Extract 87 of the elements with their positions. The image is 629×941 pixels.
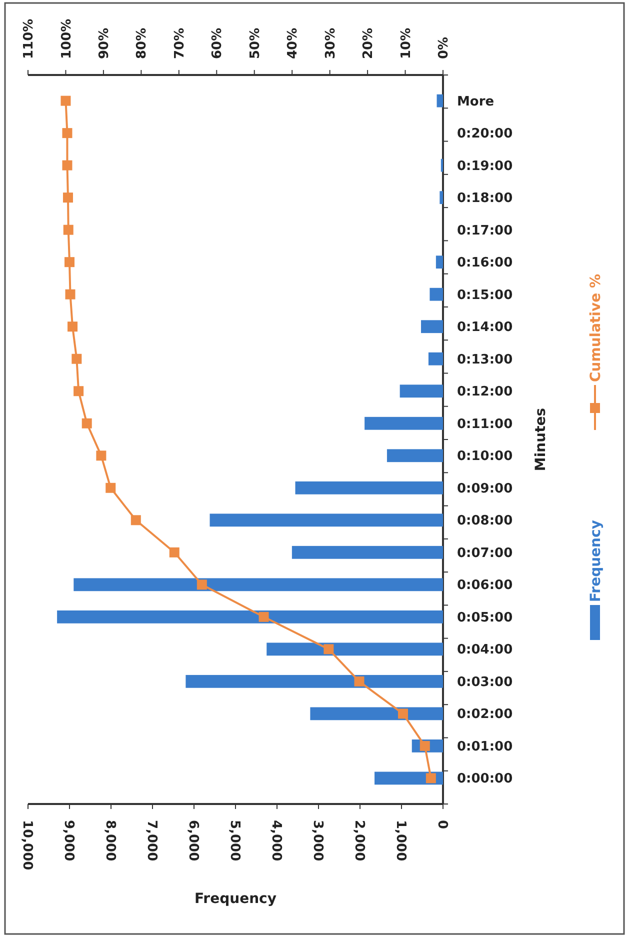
y-tick-label: 0:09:00	[457, 481, 513, 496]
x-tick-label: 0	[434, 820, 450, 830]
x2-tick-label: 50%	[248, 28, 263, 59]
y-tick-label: 0:07:00	[457, 546, 513, 561]
y-tick-label: 0:11:00	[457, 416, 513, 432]
y-tick-label: 0:18:00	[457, 191, 513, 206]
y-tick-label: 0:00:00	[457, 772, 513, 787]
point	[74, 386, 84, 396]
bar	[292, 546, 443, 559]
y-tick-label: 0:20:00	[457, 126, 513, 142]
point	[65, 289, 76, 300]
x2-tick-label: 30%	[323, 28, 338, 59]
point	[62, 128, 72, 138]
bar	[295, 481, 443, 494]
y-tick-label: 0:14:00	[457, 320, 513, 336]
bar	[186, 674, 443, 688]
x-tick-label: 1,000	[392, 820, 408, 862]
y-axis-title: Minutes	[532, 408, 549, 472]
bar	[210, 514, 443, 527]
bar	[57, 610, 443, 624]
x2-tick-label: 100%	[59, 18, 74, 59]
point	[62, 192, 73, 203]
point	[63, 224, 74, 235]
bar	[428, 352, 443, 366]
point	[62, 160, 72, 170]
point	[64, 257, 74, 268]
y-tick-label: 0:13:00	[457, 352, 513, 368]
x2-tick-label: 10%	[398, 28, 414, 59]
point	[60, 96, 71, 106]
point	[354, 676, 364, 686]
bar	[440, 191, 443, 204]
point	[82, 418, 92, 428]
point	[398, 708, 408, 719]
y-tick-label: 0:02:00	[457, 707, 513, 722]
text: Cumulative %	[588, 274, 604, 382]
point	[106, 482, 116, 493]
y-tick-label: 0:19:00	[457, 158, 513, 174]
x2-tick-label: 80%	[134, 28, 150, 59]
x-tick-label: 9,000	[60, 820, 76, 862]
x2-tick-label: 20%	[361, 28, 376, 59]
point	[169, 547, 180, 558]
y-tick-label: 0:01:00	[457, 739, 513, 754]
y-tick-label: 0:08:00	[457, 514, 513, 529]
bar	[364, 416, 443, 430]
bar	[436, 94, 443, 108]
y-tick-label: 0:06:00	[457, 578, 513, 594]
y-tick-label: 0:12:00	[457, 384, 513, 400]
y-tick-label: More	[457, 94, 494, 110]
x-axis-title: Frequency	[194, 891, 276, 907]
x-tick-label: 7,000	[144, 820, 159, 862]
y-tick-label: 0:17:00	[457, 223, 513, 238]
y-tick-label: 0:10:00	[457, 449, 513, 464]
bar	[74, 578, 443, 592]
x2-tick-label: 60%	[210, 28, 226, 59]
bar	[436, 256, 443, 269]
x2-tick-label: 110%	[22, 18, 37, 59]
x-tick-label: 8,000	[102, 820, 118, 862]
y-tick-label: 0:03:00	[457, 674, 513, 690]
point	[258, 612, 269, 622]
bar	[430, 288, 443, 301]
x-tick-label: 10,000	[19, 820, 34, 870]
point	[96, 450, 106, 461]
bar	[310, 707, 443, 720]
x-tick-label: 3,000	[310, 820, 325, 862]
x2-tick-label: 90%	[97, 28, 112, 59]
bar	[266, 642, 443, 656]
x-tick-label: 4,000	[268, 820, 284, 862]
point	[72, 354, 82, 364]
bar	[386, 449, 443, 462]
y-tick-label: 0:05:00	[457, 610, 513, 626]
point	[324, 644, 334, 654]
x-tick-label: 6,000	[185, 820, 200, 862]
x2-tick-label: 40%	[286, 28, 301, 59]
point	[130, 515, 141, 526]
x2-tick-label: 0%	[436, 36, 452, 59]
point	[426, 773, 436, 784]
point	[68, 322, 78, 332]
text: Frequency	[588, 520, 604, 602]
bar	[421, 320, 443, 334]
y-tick-label: 0:15:00	[457, 288, 513, 303]
bar	[400, 384, 443, 398]
x2-tick-label: 70%	[172, 28, 188, 59]
x-tick-label: 5,000	[226, 820, 242, 862]
y-tick-label: 0:16:00	[457, 256, 513, 271]
point	[196, 580, 207, 590]
y-tick-label: 0:04:00	[457, 642, 513, 658]
x-tick-label: 2,000	[351, 820, 366, 862]
